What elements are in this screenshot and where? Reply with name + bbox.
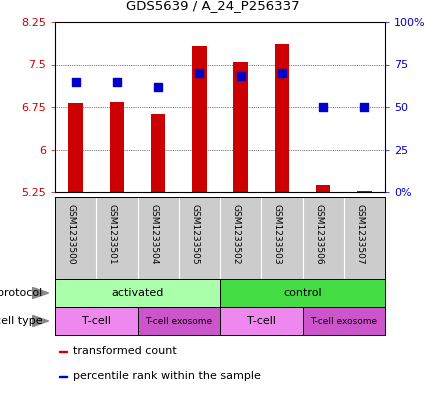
Text: T-cell exosome: T-cell exosome	[145, 316, 212, 325]
Text: cell type: cell type	[0, 316, 42, 326]
Bar	[316, 185, 330, 192]
Text: GSM1233501: GSM1233501	[108, 204, 117, 264]
Point	[237, 73, 244, 79]
Bar	[151, 114, 165, 192]
Bar	[357, 191, 371, 192]
Text: GSM1233500: GSM1233500	[67, 204, 76, 264]
Bar	[138, 307, 220, 335]
Bar	[55, 279, 220, 307]
Point	[278, 70, 285, 76]
Point	[113, 78, 120, 84]
Text: GSM1233504: GSM1233504	[149, 204, 158, 264]
Text: percentile rank within the sample: percentile rank within the sample	[73, 371, 261, 381]
Bar	[233, 62, 248, 192]
Text: GSM1233502: GSM1233502	[232, 204, 241, 264]
Bar	[192, 46, 207, 192]
Point	[196, 70, 203, 76]
Text: T-cell: T-cell	[82, 316, 111, 326]
Text: T-cell exosome: T-cell exosome	[310, 316, 377, 325]
Text: GSM1233503: GSM1233503	[273, 204, 282, 264]
Bar	[59, 351, 67, 352]
Polygon shape	[31, 287, 48, 299]
Bar	[110, 103, 124, 192]
Text: GSM1233505: GSM1233505	[190, 204, 199, 264]
Point	[155, 83, 162, 90]
Point	[320, 104, 326, 110]
Text: control: control	[283, 288, 322, 298]
Bar	[59, 376, 67, 377]
Bar	[220, 307, 303, 335]
Text: transformed count: transformed count	[73, 347, 177, 356]
Text: GDS5639 / A_24_P256337: GDS5639 / A_24_P256337	[126, 0, 299, 12]
Text: protocol: protocol	[0, 288, 42, 298]
Point	[361, 104, 368, 110]
Point	[72, 78, 79, 84]
Bar	[275, 44, 289, 192]
Text: activated: activated	[111, 288, 164, 298]
Bar	[55, 307, 138, 335]
Text: GSM1233507: GSM1233507	[355, 204, 364, 264]
Text: T-cell: T-cell	[247, 316, 276, 326]
Bar	[68, 103, 83, 192]
Polygon shape	[31, 315, 48, 327]
Bar	[220, 279, 385, 307]
Text: GSM1233506: GSM1233506	[314, 204, 323, 264]
Bar	[303, 307, 385, 335]
